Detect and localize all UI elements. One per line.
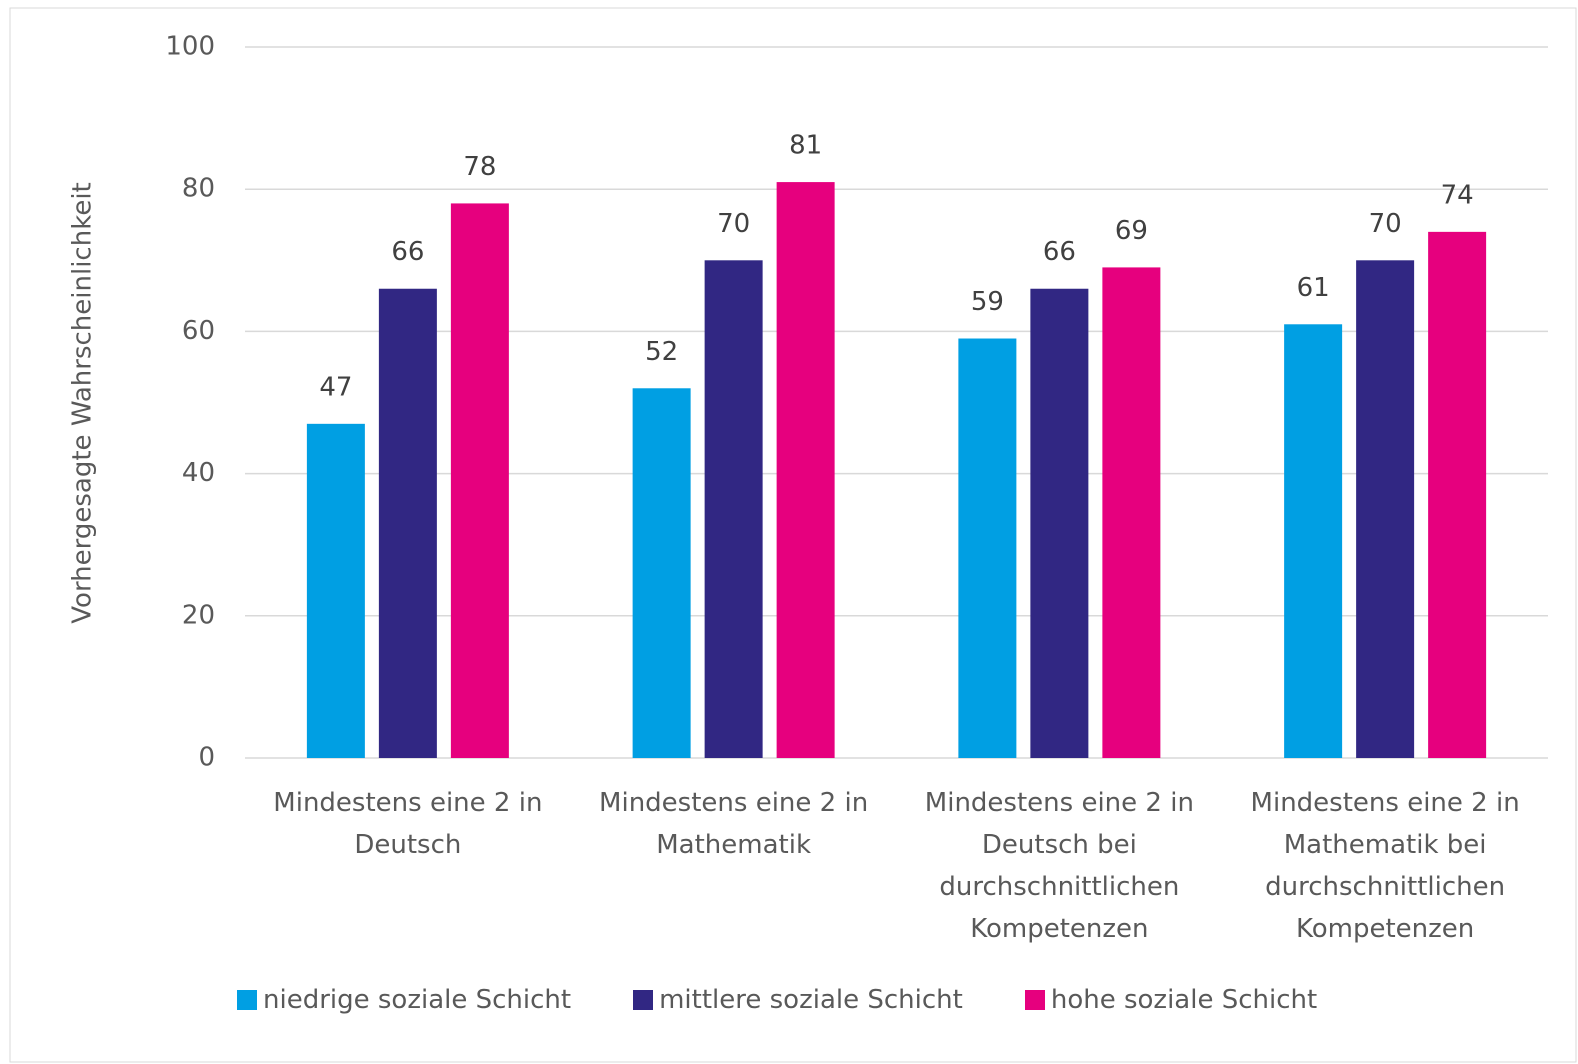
legend-swatch: [237, 990, 257, 1010]
legend-item: niedrige soziale Schicht: [237, 985, 571, 1015]
bar: [1030, 288, 1089, 758]
x-tick-label: Mindestens eine 2 in Mathematik bei durc…: [1250, 788, 1520, 944]
legend-label: niedrige soziale Schicht: [263, 985, 572, 1015]
x-tick-label: Mindestens eine 2 in Deutsch: [273, 788, 543, 860]
data-label: 70: [717, 209, 750, 239]
y-tick-label: 0: [198, 743, 215, 773]
bar: [1284, 324, 1343, 758]
bar: [632, 388, 691, 758]
data-label: 78: [463, 152, 496, 182]
bar: [776, 182, 835, 759]
bar: [958, 338, 1017, 758]
bar: [450, 203, 509, 759]
y-tick-label: 40: [182, 458, 215, 488]
bar: [704, 260, 763, 758]
y-tick-label: 60: [182, 316, 215, 346]
data-label: 47: [319, 372, 352, 402]
data-label: 74: [1441, 180, 1474, 210]
data-label: 66: [1043, 237, 1076, 267]
legend-label: hohe soziale Schicht: [1050, 985, 1318, 1015]
data-label: 61: [1297, 273, 1330, 303]
data-label: 81: [789, 131, 822, 161]
y-axis-label: Vorhergesagte Wahrscheinlichkeit: [68, 182, 98, 623]
y-tick-label: 100: [165, 32, 215, 62]
data-label: 69: [1115, 216, 1148, 246]
bar: [306, 423, 365, 758]
y-tick-label: 20: [182, 600, 215, 630]
frame: [9, 7, 1577, 1063]
data-label: 52: [645, 337, 678, 367]
bar: [378, 288, 437, 758]
legend-item: mittlere soziale Schicht: [633, 985, 963, 1015]
legend-label: mittlere soziale Schicht: [659, 985, 963, 1015]
legend-swatch: [633, 990, 654, 1010]
data-label: 66: [391, 237, 424, 267]
x-tick-label: Mindestens eine 2 in Deutsch bei durchsc…: [924, 788, 1194, 944]
y-tick-label: 80: [182, 174, 215, 204]
bar: [1356, 260, 1415, 758]
legend-item: hohe soziale Schicht: [1024, 985, 1318, 1015]
data-label: 70: [1369, 209, 1402, 239]
legend-swatch: [1024, 990, 1045, 1010]
legend: niedrige soziale Schicht mittlere soziale…: [237, 985, 1317, 1015]
bar: [1428, 231, 1487, 759]
x-tick-label: Mindestens eine 2 in Mathematik: [599, 788, 869, 860]
bar: [1102, 267, 1161, 758]
data-label: 59: [971, 287, 1004, 317]
